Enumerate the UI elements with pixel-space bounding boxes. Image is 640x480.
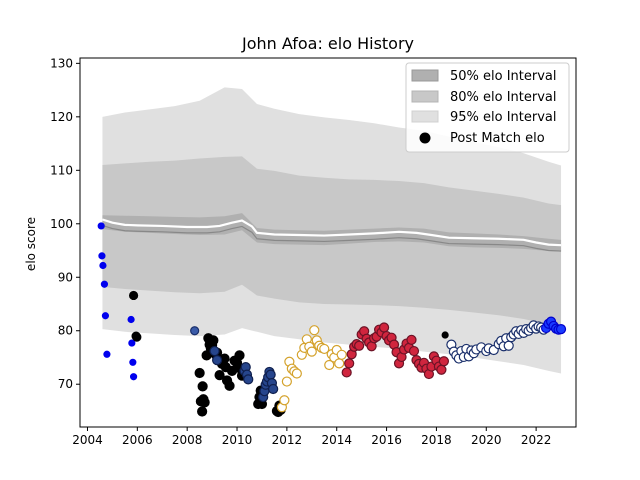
legend-swatch-95 xyxy=(411,110,439,123)
data-point xyxy=(503,340,514,351)
y-tick-label: 100 xyxy=(50,217,73,231)
x-tick-label: 2004 xyxy=(72,433,103,447)
legend-swatch-50 xyxy=(411,69,439,82)
data-point xyxy=(378,322,390,333)
data-point xyxy=(99,261,107,270)
data-point xyxy=(268,383,279,395)
data-point xyxy=(281,376,292,387)
legend: 50% elo Interval 80% elo Interval 95% el… xyxy=(405,62,570,153)
post-match-points xyxy=(97,222,567,418)
legend-swatch-80 xyxy=(411,90,439,103)
x-tick-label: 2022 xyxy=(521,433,552,447)
data-point xyxy=(354,340,365,351)
data-point xyxy=(406,334,417,345)
x-tick-label: 2012 xyxy=(272,433,303,447)
legend-marker-post-match xyxy=(419,132,431,144)
x-tick-label: 2020 xyxy=(471,433,502,447)
x-tick-label: 2018 xyxy=(421,433,452,447)
data-point xyxy=(324,359,335,371)
y-tick-label: 80 xyxy=(58,324,73,338)
data-point xyxy=(128,339,136,347)
legend-label-80: 80% elo Interval xyxy=(450,90,557,105)
y-tick-label: 120 xyxy=(50,110,73,124)
x-tick-label: 2010 xyxy=(222,433,253,447)
mean-line-grey xyxy=(102,224,562,252)
data-point xyxy=(306,346,317,357)
band-50-group xyxy=(102,213,562,252)
plot-frame xyxy=(79,57,577,428)
data-point xyxy=(344,358,355,369)
data-point xyxy=(197,381,208,392)
data-point xyxy=(127,315,135,324)
x-tick-label: 2008 xyxy=(172,433,203,447)
data-point xyxy=(265,369,276,380)
y-ticks: 70 80 90 100 110 120 130 xyxy=(50,56,80,391)
data-point xyxy=(291,368,302,379)
data-point xyxy=(214,370,225,381)
data-point xyxy=(408,345,420,357)
data-point xyxy=(209,345,220,357)
data-point xyxy=(224,380,235,391)
mean-line-white xyxy=(102,218,562,247)
data-point xyxy=(97,222,105,230)
data-point xyxy=(197,406,208,417)
data-point xyxy=(438,356,449,367)
x-tick-label: 2016 xyxy=(371,433,402,447)
data-point xyxy=(211,355,223,366)
y-tick-label: 110 xyxy=(50,163,73,177)
band-50-area xyxy=(102,213,562,252)
data-point xyxy=(129,373,138,381)
data-point xyxy=(336,349,347,360)
y-tick-label: 70 xyxy=(58,377,73,391)
x-tick-label: 2006 xyxy=(122,433,153,447)
legend-label-post-match: Post Match elo xyxy=(450,131,545,146)
data-point xyxy=(319,343,330,355)
data-point xyxy=(128,290,139,301)
data-point xyxy=(199,397,210,408)
data-point xyxy=(208,335,219,346)
x-ticks: 2004 2006 2008 2010 2012 2014 2016 2018 2020 2022 xyxy=(72,427,551,447)
data-point xyxy=(279,395,290,406)
legend-frame xyxy=(405,62,570,153)
data-point xyxy=(555,324,567,335)
chart-title: John Afoa: elo History xyxy=(241,34,414,53)
legend-label-95: 95% elo Interval xyxy=(450,110,557,125)
data-point xyxy=(194,367,205,379)
data-point xyxy=(436,364,447,375)
data-point xyxy=(341,367,352,378)
data-point xyxy=(334,358,345,369)
y-tick-label: 90 xyxy=(58,270,73,284)
data-point xyxy=(100,280,109,288)
x-tick-label: 2014 xyxy=(321,433,352,447)
y-axis-label: elo score xyxy=(24,217,38,271)
legend-label-50: 50% elo Interval xyxy=(450,69,557,84)
y-tick-label: 130 xyxy=(50,56,73,70)
data-point xyxy=(441,331,449,339)
data-point xyxy=(190,326,200,336)
data-point xyxy=(234,350,245,361)
data-point xyxy=(103,350,111,358)
data-point xyxy=(129,358,137,366)
data-point xyxy=(101,312,110,320)
data-point xyxy=(243,374,254,385)
data-point xyxy=(132,332,142,342)
mean-line-group xyxy=(102,218,562,252)
data-point xyxy=(309,325,320,336)
data-point xyxy=(98,252,106,260)
